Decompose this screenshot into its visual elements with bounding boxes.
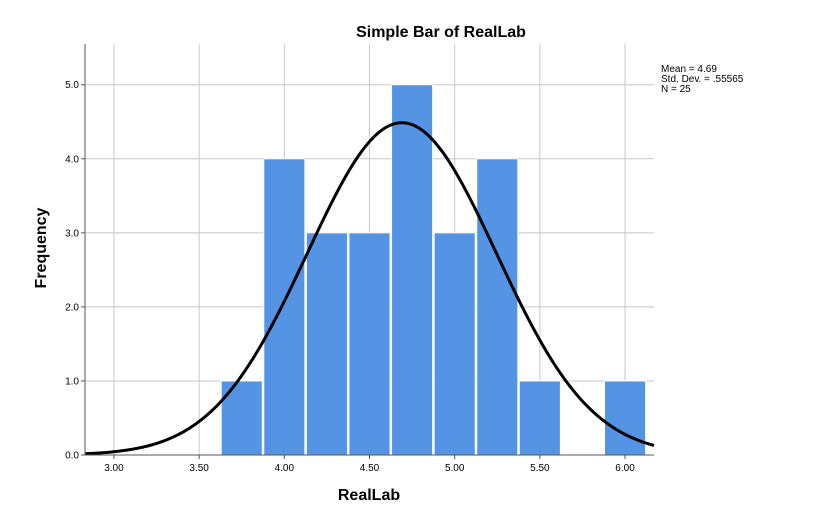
x-tick-label: 3.50 bbox=[189, 463, 209, 474]
x-tick-label: 6.00 bbox=[615, 463, 635, 474]
y-tick-label: 3.0 bbox=[65, 228, 79, 239]
x-tick-label: 4.50 bbox=[360, 463, 380, 474]
bar bbox=[603, 380, 647, 456]
bar bbox=[348, 232, 391, 456]
x-tick-labels: 3.00 3.50 4.00 4.50 5.00 5.50 6.00 bbox=[104, 463, 635, 474]
y-tick-label: 1.0 bbox=[65, 376, 79, 387]
stats-line: N = 25 bbox=[661, 84, 691, 95]
x-tick-label: 5.50 bbox=[530, 463, 550, 474]
bar bbox=[391, 84, 434, 456]
bar bbox=[433, 232, 476, 456]
normal-curve bbox=[84, 121, 655, 456]
x-tick-label: 3.00 bbox=[104, 463, 124, 474]
y-tick-label: 4.0 bbox=[65, 154, 79, 165]
bar bbox=[305, 232, 348, 456]
y-tick-labels: 0.0 1.0 2.0 3.0 4.0 5.0 bbox=[65, 80, 79, 461]
x-tick-label: 4.00 bbox=[275, 463, 295, 474]
stats-line: Mean = 4.69 bbox=[661, 64, 717, 75]
y-tick-label: 2.0 bbox=[65, 302, 79, 313]
bar bbox=[518, 380, 561, 456]
stats-line: Std. Dev. = .55565 bbox=[661, 74, 744, 85]
bar bbox=[476, 158, 519, 456]
y-axis-title: Frequency bbox=[33, 207, 50, 288]
y-tick-label: 5.0 bbox=[65, 80, 79, 91]
axes bbox=[81, 44, 654, 459]
x-tick-label: 5.00 bbox=[445, 463, 465, 474]
y-tick-label: 0.0 bbox=[65, 451, 79, 462]
x-axis-title: RealLab bbox=[338, 487, 400, 504]
bars bbox=[220, 84, 647, 456]
bar bbox=[263, 158, 306, 456]
chart-title: Simple Bar of RealLab bbox=[356, 24, 526, 41]
